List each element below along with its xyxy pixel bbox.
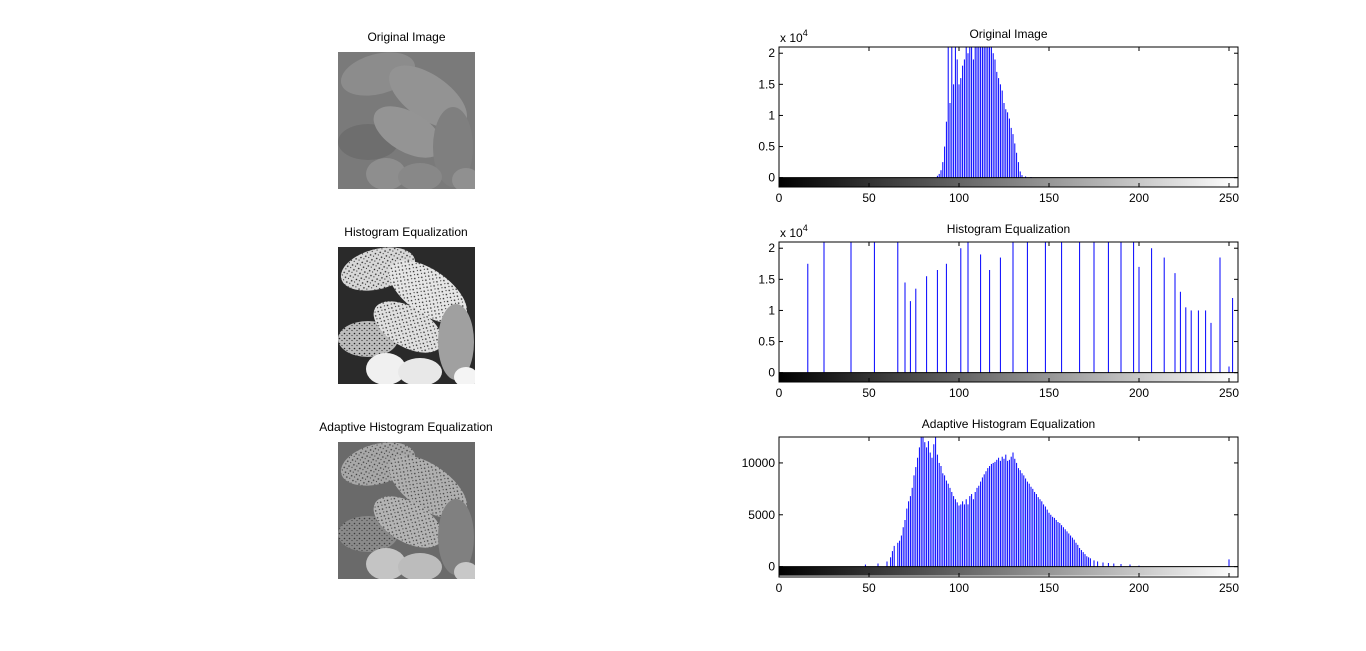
x-tick-label: 0 <box>776 191 783 205</box>
x-tick-label: 0 <box>776 581 783 595</box>
axes-box <box>778 241 1239 383</box>
histogram-original-svg: Original Image x 104 0 50 100 150 200 250 0 0.5 1 1… <box>758 27 1239 205</box>
image-title-original: Original Image <box>367 30 446 44</box>
y-tick-label: 1 <box>768 303 775 317</box>
x-tick-label: 250 <box>1219 581 1239 595</box>
exponent-sup: 4 <box>803 223 808 233</box>
axes-box <box>778 46 1239 188</box>
y-tick-label: 1 <box>768 108 775 122</box>
y-tick-label: 1.5 <box>758 77 775 91</box>
y-tick-label: 0 <box>768 560 775 574</box>
x-tick-label: 100 <box>949 581 969 595</box>
x-tick-label: 250 <box>1219 191 1239 205</box>
histogram-original: Original Image x 104 0 50 100 150 200 250 0 0.5 1 1… <box>758 27 1250 207</box>
histeq-image <box>338 247 475 384</box>
chart-title: Histogram Equalization <box>947 222 1070 236</box>
image-title-adapthisteq: Adaptive Histogram Equalization <box>319 420 493 434</box>
x-tick-label: 200 <box>1129 581 1149 595</box>
y-tick-label: 5000 <box>748 508 775 522</box>
image-title-histeq: Histogram Equalization <box>344 225 468 239</box>
y-tick-label: 1.5 <box>758 272 775 286</box>
exponent-label: x 104 <box>780 223 808 240</box>
exponent-sup: 4 <box>803 28 808 38</box>
x-tick-label: 150 <box>1039 191 1059 205</box>
adapthisteq-image <box>338 442 475 579</box>
x-tick-label: 200 <box>1129 386 1149 400</box>
gray-colorbar <box>779 177 1238 187</box>
x-tick-label: 100 <box>949 191 969 205</box>
y-tick-label: 0 <box>768 171 775 185</box>
gray-colorbar <box>779 372 1238 382</box>
y-tick-label: 10000 <box>742 456 776 470</box>
y-tick-label: 2 <box>768 241 775 255</box>
axes-box <box>778 436 1239 578</box>
y-tick-label: 0 <box>768 366 775 380</box>
y-tick-label: 0.5 <box>758 335 775 349</box>
exponent-label: x 104 <box>780 28 808 45</box>
gray-colorbar <box>779 566 1238 576</box>
x-tick-label: 0 <box>776 386 783 400</box>
histogram-adapthisteq-svg: Adaptive Histogram Equalization 0 50 100 150… <box>742 417 1240 595</box>
x-tick-label: 150 <box>1039 581 1059 595</box>
x-tick-label: 100 <box>949 386 969 400</box>
x-tick-label: 50 <box>862 581 876 595</box>
x-tick-label: 50 <box>862 386 876 400</box>
y-tick-label: 0.5 <box>758 140 775 154</box>
chart-title: Original Image <box>969 27 1047 41</box>
x-tick-label: 50 <box>862 191 876 205</box>
x-tick-label: 250 <box>1219 386 1239 400</box>
histogram-histeq-svg: Histogram Equalization x 104 0 50 100 150 200 2… <box>758 222 1239 400</box>
histogram-adapthisteq: Adaptive Histogram Equalization 0 50 100 150… <box>742 417 1250 597</box>
x-tick-label: 200 <box>1129 191 1149 205</box>
chart-title: Adaptive Histogram Equalization <box>922 417 1095 431</box>
original-image <box>338 52 475 189</box>
x-tick-label: 150 <box>1039 386 1059 400</box>
y-tick-label: 2 <box>768 46 775 60</box>
histogram-histeq: Histogram Equalization x 104 0 50 100 150 200 2… <box>758 222 1250 402</box>
